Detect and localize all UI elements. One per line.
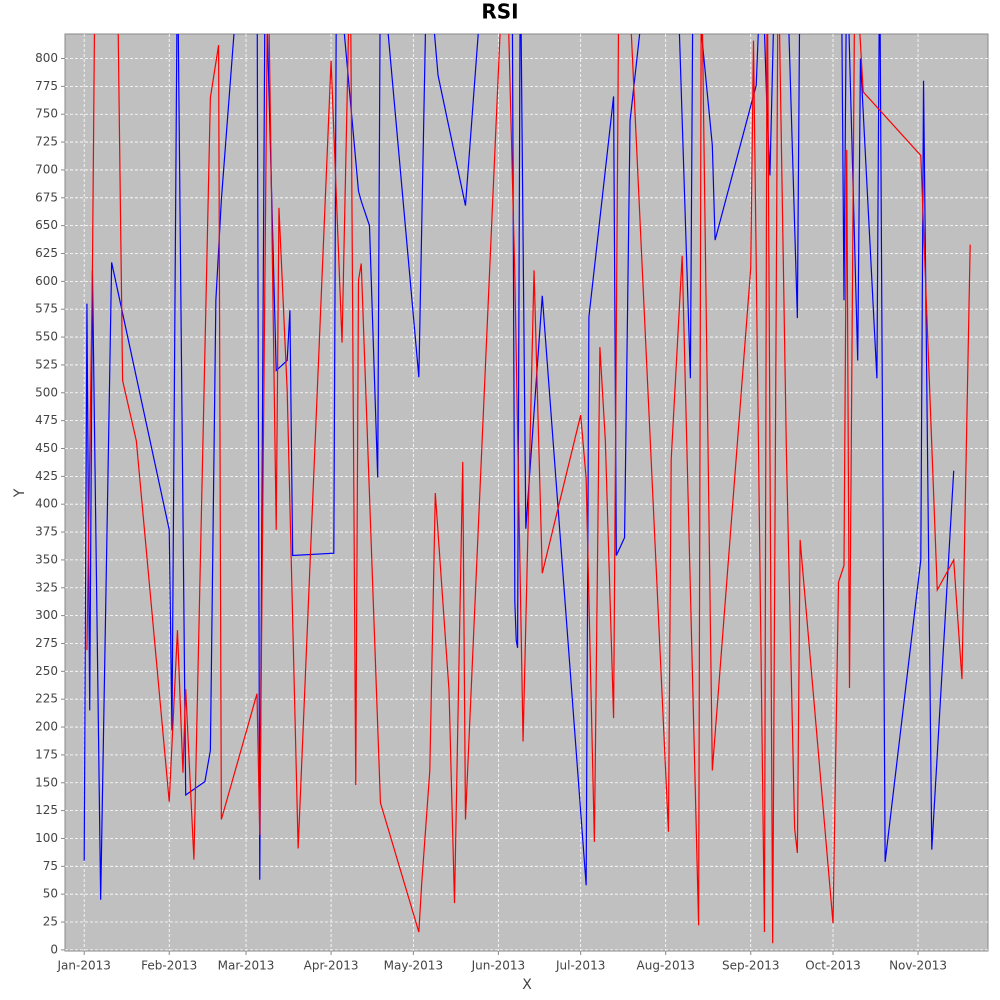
y-tick-label: 550 [35, 330, 58, 344]
y-tick-label: 275 [35, 636, 58, 650]
x-tick-label: Mar-2013 [218, 959, 275, 973]
y-tick-label: 575 [35, 302, 58, 316]
y-tick-label: 800 [35, 51, 58, 65]
x-tick-label: Aug-2013 [637, 959, 695, 973]
y-tick-label: 475 [35, 413, 58, 427]
x-tick-label: Jul-2013 [555, 959, 605, 973]
y-tick-label: 450 [35, 441, 58, 455]
y-tick-label: 125 [35, 803, 58, 817]
y-tick-label: 350 [35, 552, 58, 566]
x-tick-label: Jan-2013 [57, 959, 111, 973]
x-tick-label: Nov-2013 [889, 959, 947, 973]
y-tick-label: 100 [35, 831, 58, 845]
y-axis-label: Y [12, 488, 28, 498]
y-tick-label: 225 [35, 692, 58, 706]
y-tick-label: 725 [35, 135, 58, 149]
y-tick-label: 525 [35, 357, 58, 371]
x-axis-label: X [522, 977, 532, 993]
x-tick-label: May-2013 [384, 959, 443, 973]
y-tick-label: 25 [43, 915, 58, 929]
y-tick-label: 775 [35, 79, 58, 93]
data-line [86, 34, 971, 944]
data-line [83, 34, 955, 900]
y-tick-label: 75 [43, 859, 58, 873]
y-tick-label: 50 [43, 887, 58, 901]
y-tick-label: 650 [35, 218, 58, 232]
y-tick-label: 200 [35, 720, 58, 734]
y-tick-label: 325 [35, 580, 58, 594]
y-tick-label: 700 [35, 162, 58, 176]
y-tick-label: 300 [35, 608, 58, 622]
y-tick-label: 500 [35, 385, 58, 399]
y-tick-label: 600 [35, 274, 58, 288]
chart-title: RSI [481, 0, 518, 24]
y-tick-label: 250 [35, 664, 58, 678]
x-tick-label: Jun-2013 [471, 959, 526, 973]
x-tick-label: Apr-2013 [304, 959, 359, 973]
y-tick-label: 150 [35, 775, 58, 789]
y-tick-label: 400 [35, 497, 58, 511]
x-tick-label: Oct-2013 [805, 959, 861, 973]
y-tick-label: 0 [50, 942, 58, 956]
y-tick-label: 675 [35, 190, 58, 204]
y-tick-label: 175 [35, 747, 58, 761]
x-tick-label: Feb-2013 [141, 959, 197, 973]
y-tick-label: 625 [35, 246, 58, 260]
plot-area [64, 33, 989, 952]
y-tick-label: 425 [35, 469, 58, 483]
y-tick-label: 750 [35, 107, 58, 121]
y-tick-label: 375 [35, 525, 58, 539]
x-tick-label: Sep-2013 [722, 959, 780, 973]
